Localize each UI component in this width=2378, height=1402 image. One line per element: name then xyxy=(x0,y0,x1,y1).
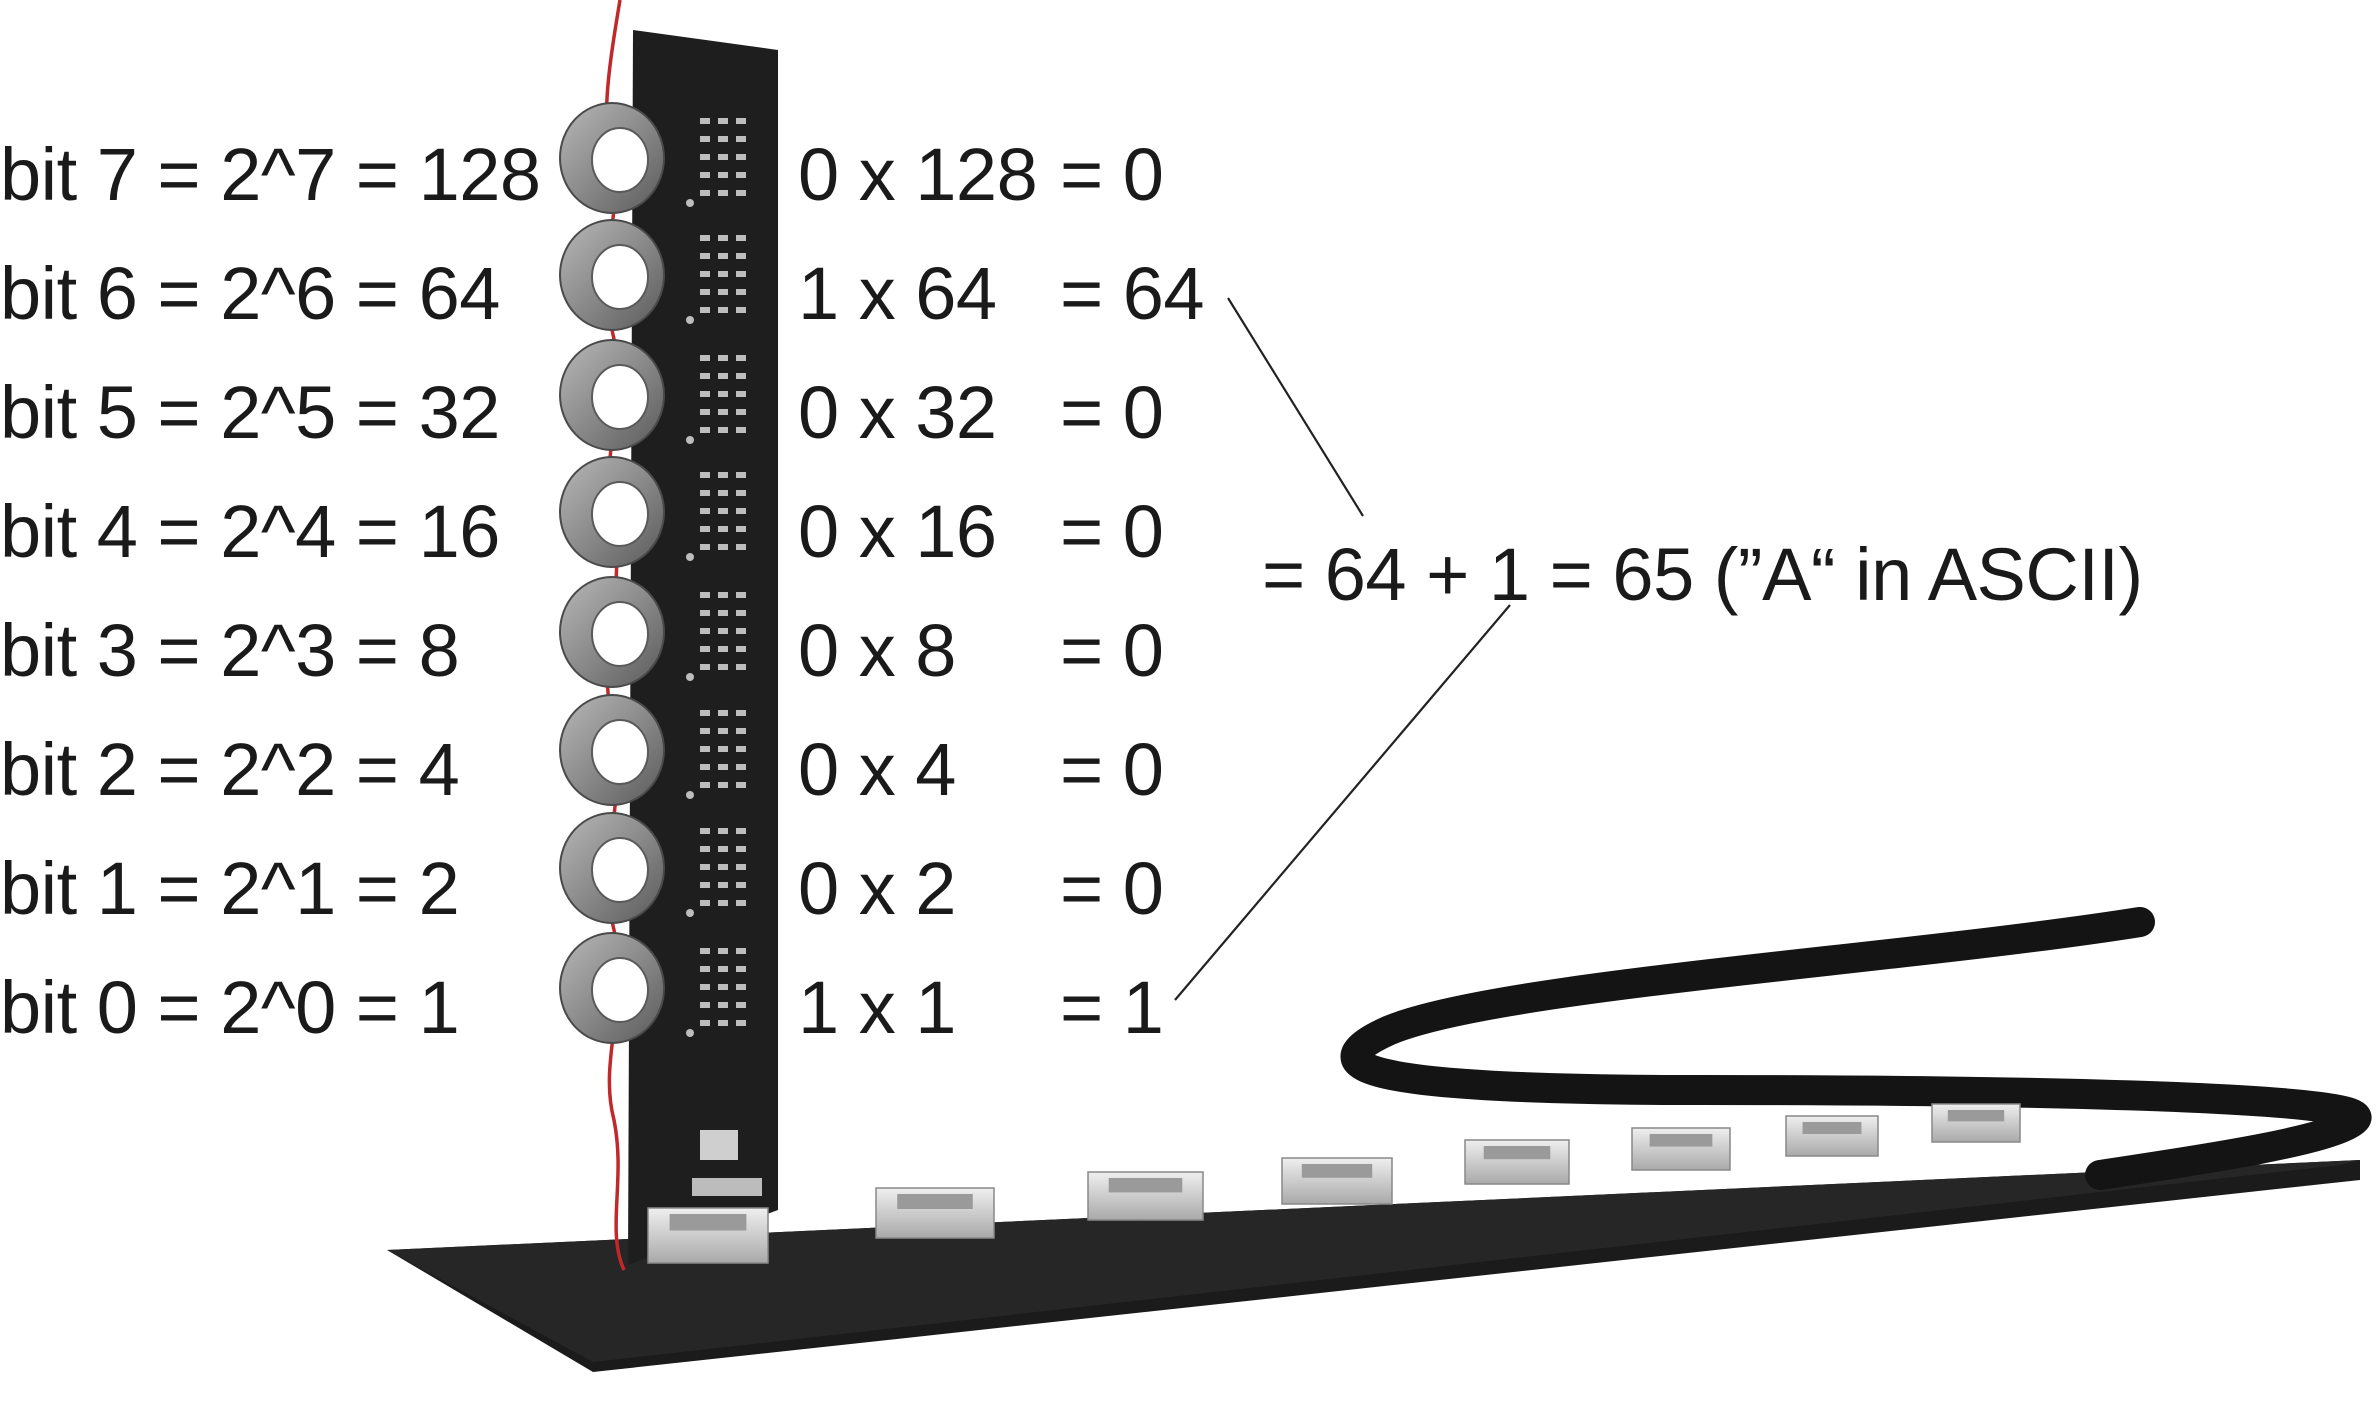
leader-line-upper xyxy=(1227,297,1364,517)
board-connector xyxy=(1931,1103,2021,1143)
board-chip xyxy=(700,1130,738,1160)
board-connector xyxy=(875,1187,995,1239)
multiplication-label: 1 x 64 xyxy=(798,252,997,335)
board-connector xyxy=(1464,1139,1570,1185)
bit-label: bit 2 = 2^2 = 4 xyxy=(0,728,460,811)
toroid-core xyxy=(559,102,665,214)
board-connector xyxy=(1631,1127,1731,1171)
bit-label: bit 7 = 2^7 = 128 xyxy=(0,133,541,216)
board-connector xyxy=(1087,1171,1204,1221)
bit-label: bit 1 = 2^1 = 2 xyxy=(0,847,460,930)
multiplication-label: 0 x 2 xyxy=(798,847,956,930)
multiplication-label: 0 x 128 xyxy=(798,133,1038,216)
result-label: = 0 xyxy=(1060,728,1164,811)
toroid-core xyxy=(559,812,665,924)
result-label: = 0 xyxy=(1060,609,1164,692)
bit-label: bit 0 = 2^0 = 1 xyxy=(0,966,460,1049)
multiplication-label: 0 x 4 xyxy=(798,728,956,811)
multiplication-label: 0 x 32 xyxy=(798,371,997,454)
bit-label: bit 6 = 2^6 = 64 xyxy=(0,252,500,335)
result-label: = 64 xyxy=(1060,252,1205,335)
result-label: = 1 xyxy=(1060,966,1164,1049)
toroid-core xyxy=(559,694,665,806)
multiplication-label: 0 x 16 xyxy=(798,490,997,573)
ribbon-cable xyxy=(1340,907,2372,1190)
board-connector xyxy=(1785,1115,1879,1157)
sum-label: = 64 + 1 = 65 (”A“ in ASCII) xyxy=(1262,533,2143,616)
board-chip xyxy=(692,1178,762,1196)
toroid-core xyxy=(559,219,665,331)
board-connector xyxy=(1281,1157,1393,1205)
toroid-core xyxy=(559,576,665,688)
toroid-core xyxy=(559,932,665,1044)
result-label: = 0 xyxy=(1060,847,1164,930)
multiplication-label: 0 x 8 xyxy=(798,609,956,692)
result-label: = 0 xyxy=(1060,490,1164,573)
bit-label: bit 3 = 2^3 = 8 xyxy=(0,609,460,692)
multiplication-label: 1 x 1 xyxy=(798,966,956,1049)
result-label: = 0 xyxy=(1060,371,1164,454)
result-label: = 0 xyxy=(1060,133,1164,216)
base-board-top xyxy=(387,1160,2360,1362)
leader-line-lower xyxy=(1174,604,1511,1001)
bit-label: bit 5 = 2^5 = 32 xyxy=(0,371,500,454)
bit-label: bit 4 = 2^4 = 16 xyxy=(0,490,500,573)
board-connector xyxy=(647,1207,769,1264)
toroid-core xyxy=(559,456,665,568)
smd-components xyxy=(686,118,746,1037)
toroid-core xyxy=(559,339,665,451)
